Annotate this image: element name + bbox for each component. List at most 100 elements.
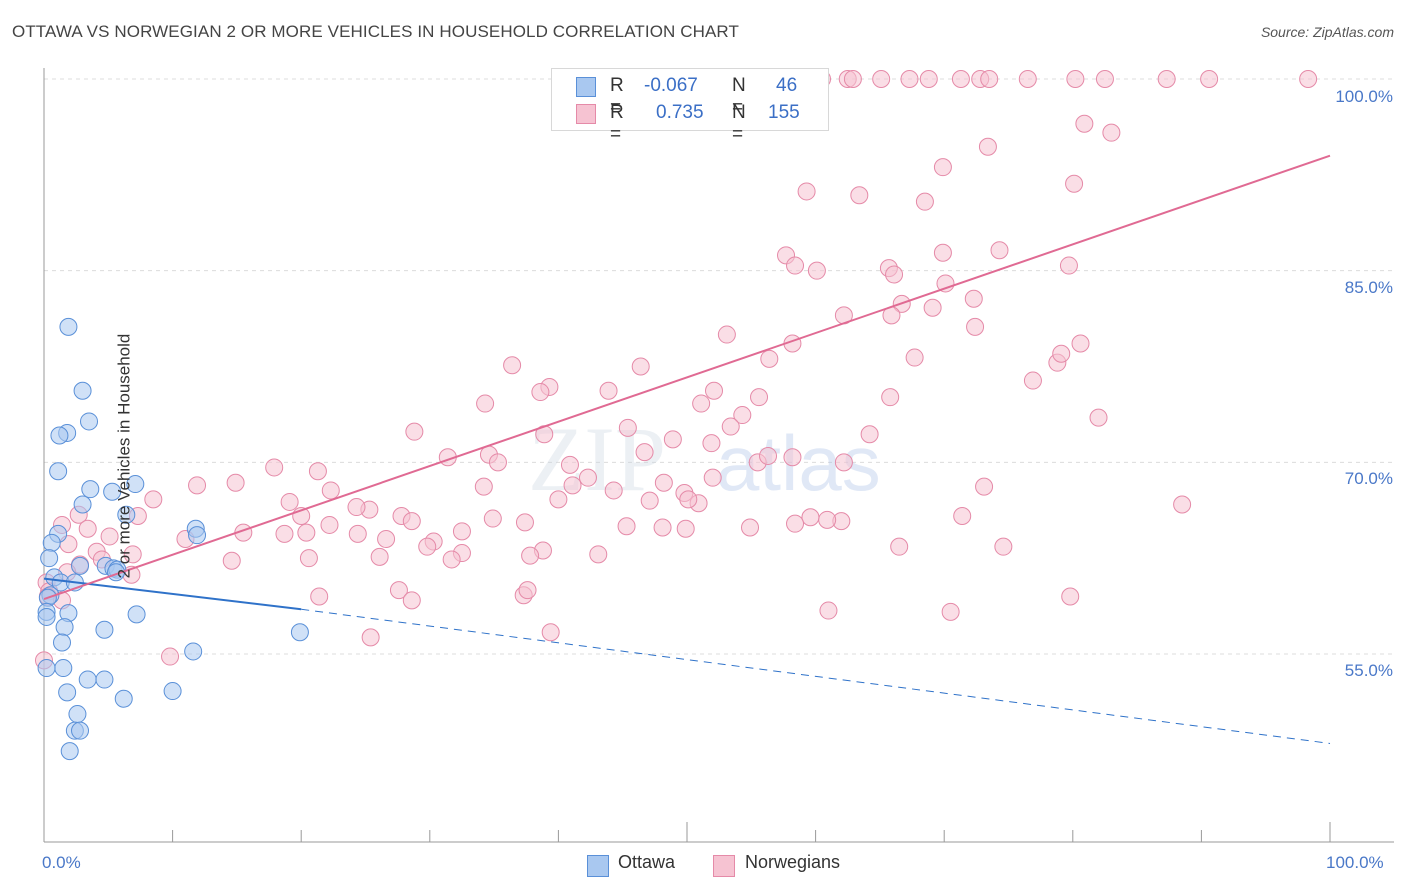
y-tick-label: 85.0% xyxy=(1344,278,1393,297)
norwegians-point xyxy=(188,476,207,495)
ottawa-point xyxy=(117,505,136,524)
norwegians-point xyxy=(418,537,437,556)
norwegians-point xyxy=(617,517,636,536)
x-ticks xyxy=(43,822,1331,842)
stats-legend: R = -0.067 N = 46 R = 0.735 N = 155 xyxy=(551,68,829,145)
norwegians-point xyxy=(604,481,623,500)
ottawa-point xyxy=(80,412,99,431)
norwegians-point xyxy=(692,394,711,413)
norwegians-point xyxy=(978,137,997,156)
norwegians-point xyxy=(549,490,568,509)
norwegians-point xyxy=(560,455,579,474)
norwegians-point xyxy=(589,545,608,564)
norwegians-point xyxy=(783,448,802,467)
ottawa-point xyxy=(37,659,56,678)
x-tick-label: 0.0% xyxy=(42,853,81,872)
norwegians-point xyxy=(348,524,367,543)
norwegians-point xyxy=(980,70,999,88)
norwegians-point xyxy=(834,453,853,472)
norwegians-point xyxy=(1052,344,1071,363)
norwegians-trend-line xyxy=(43,154,1331,601)
ottawa-point xyxy=(49,462,68,481)
norwegians-swatch xyxy=(576,104,596,124)
norwegians-point xyxy=(654,473,673,492)
norwegians-point xyxy=(1299,70,1318,88)
r-label: R = xyxy=(610,75,624,118)
ottawa-swatch xyxy=(576,77,596,97)
norwegians-point xyxy=(320,515,339,534)
norwegians-point xyxy=(599,381,618,400)
norwegians-point xyxy=(275,524,294,543)
ottawa-point xyxy=(188,526,207,545)
norwegians-point xyxy=(631,357,650,376)
norwegians-point xyxy=(299,549,318,568)
norwegians-point xyxy=(721,417,740,436)
norwegians-point xyxy=(990,241,1009,260)
ottawa-point xyxy=(54,659,73,678)
norwegians-point xyxy=(807,261,826,280)
chart-source: Source: ZipAtlas.com xyxy=(1260,24,1394,40)
norwegians-point xyxy=(702,434,721,453)
norwegians-point xyxy=(1102,123,1121,142)
ottawa-point xyxy=(50,426,69,445)
norwegians-point xyxy=(1071,334,1090,353)
norwegians-point xyxy=(265,458,284,477)
ottawa-point xyxy=(290,623,309,642)
norwegians-points xyxy=(35,70,1318,670)
chart-title: OTTAWA VS NORWEGIAN 2 OR MORE VEHICLES I… xyxy=(12,22,739,41)
norwegians-point xyxy=(1173,495,1192,514)
norwegians-point xyxy=(797,182,816,201)
norwegians-point xyxy=(402,512,421,531)
r-value: 0.735 xyxy=(656,102,704,123)
ottawa-point xyxy=(126,475,145,494)
ottawa-trend-extension xyxy=(301,608,1331,744)
norwegians-point xyxy=(531,383,550,402)
norwegians-point xyxy=(144,490,163,509)
ottawa-point xyxy=(127,605,146,624)
norwegians-point xyxy=(503,356,522,375)
ottawa-point xyxy=(42,533,61,552)
norwegians-point xyxy=(361,628,380,647)
norwegians-point xyxy=(347,498,366,517)
x-tick-label: 100.0% xyxy=(1326,853,1384,872)
norwegians-legend-label: Norwegians xyxy=(745,852,841,872)
trend-lines xyxy=(43,154,1331,744)
norwegians-point xyxy=(750,388,769,407)
norwegians-point xyxy=(321,481,340,500)
norwegians-point xyxy=(474,477,493,496)
norwegians-point xyxy=(994,537,1013,556)
y-tick-label: 70.0% xyxy=(1344,469,1393,488)
norwegians-point xyxy=(885,265,904,284)
ottawa-point xyxy=(68,705,87,724)
ottawa-points xyxy=(37,317,309,761)
norwegians-point xyxy=(881,388,900,407)
norwegians-point xyxy=(919,70,938,88)
norwegians-point xyxy=(905,348,924,367)
norwegians-point xyxy=(872,70,891,88)
norwegians-point xyxy=(515,513,534,532)
norwegians-point xyxy=(975,477,994,496)
ottawa-point xyxy=(60,742,79,761)
norwegians-point xyxy=(100,527,119,546)
norwegians-point xyxy=(452,522,471,541)
norwegians-point xyxy=(933,158,952,177)
ottawa-point xyxy=(40,549,59,568)
norwegians-point xyxy=(843,70,862,88)
norwegians-point xyxy=(226,473,245,492)
y-tick-label: 100.0% xyxy=(1335,87,1393,106)
n-value: 46 xyxy=(776,75,798,96)
norwegians-point xyxy=(310,587,329,606)
norwegians-point xyxy=(563,476,582,495)
norwegians-point xyxy=(222,551,241,570)
ottawa-legend-label: Ottawa xyxy=(618,852,676,872)
norwegians-point xyxy=(818,510,837,529)
norwegians-point xyxy=(640,491,659,510)
norwegians-point xyxy=(705,381,724,400)
norwegians-point xyxy=(759,446,778,465)
norwegians-point xyxy=(518,581,537,600)
norwegians-point xyxy=(819,601,838,620)
y-axis-label: 2 or more Vehicles in Household xyxy=(114,333,134,579)
ottawa-point xyxy=(53,633,72,652)
ottawa-point xyxy=(58,683,77,702)
norwegians-point xyxy=(78,519,97,538)
